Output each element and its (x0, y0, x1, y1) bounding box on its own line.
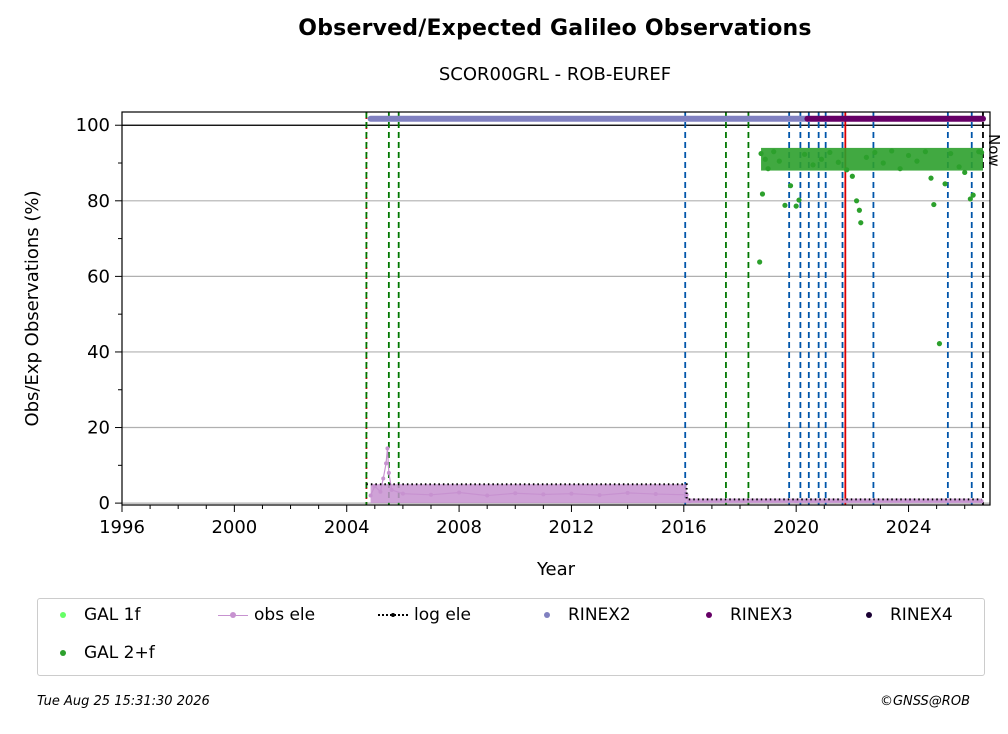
y-tick-label: 60 (87, 266, 110, 287)
x-tick-label: 2008 (436, 517, 482, 538)
legend: GAL 1f GAL 2+f obs ele log ele RINEX2 RI… (37, 598, 985, 676)
y-tick-label: 100 (76, 115, 110, 136)
y-axis-label: Obs/Exp Observations (%) (22, 190, 43, 426)
gal-2f-point (757, 259, 763, 265)
obs-ele-point (457, 490, 462, 495)
gal-2f-point (765, 166, 771, 172)
gal-2f-point (936, 341, 943, 347)
gal-2f-point (922, 149, 928, 155)
x-tick-label: 2024 (886, 517, 932, 538)
gal-2f-point (889, 148, 895, 154)
legend-label: GAL 2+f (84, 643, 155, 663)
footer-copyright: ©GNSS@ROB (879, 694, 970, 709)
obs-ele-point (513, 491, 518, 496)
gal-2f-point (802, 151, 808, 157)
gal-2f-point (818, 156, 825, 162)
gal-2f-point (970, 192, 976, 198)
legend-item-rinex2: RINEX2 (530, 605, 631, 625)
gal-2f-point (931, 201, 937, 208)
legend-label: RINEX3 (730, 605, 793, 625)
obs-ele-point (384, 461, 389, 466)
gal-2f-point (856, 207, 862, 213)
gal-2f-point (796, 197, 802, 203)
obs-ele-point (569, 491, 574, 496)
gal-2f-point (759, 191, 766, 197)
gal-2f-point (942, 181, 948, 187)
now-label: Now (985, 134, 1003, 167)
obs-ele-point (979, 499, 984, 504)
x-tick-label: 2004 (324, 517, 370, 538)
y-tick-label: 20 (87, 418, 110, 439)
obs-ele-point (653, 492, 658, 497)
y-tick-label: 0 (99, 493, 110, 514)
gal-2f-point (978, 149, 985, 156)
axes-frame (121, 111, 991, 506)
obs-ele-point (389, 487, 394, 492)
gal-2f-point (844, 167, 850, 173)
footer-timestamp: Tue Aug 25 15:31:30 2026 (37, 694, 210, 709)
gal-2f-point (849, 173, 855, 179)
gal-2f-point (793, 203, 799, 209)
x-tick-label: 2016 (661, 517, 707, 538)
gal-2f-point (827, 149, 833, 156)
legend-item-rinex3: RINEX3 (692, 605, 793, 625)
obs-ele-point (381, 476, 386, 481)
legend-label: GAL 1f (84, 605, 141, 625)
gal-2f-band (761, 147, 983, 171)
legend-label: RINEX2 (568, 605, 631, 625)
plot-area: 1996 2000 2004 2008 2012 2016 2020 2024 0 20 40 60 8… (22, 111, 1003, 580)
obs-ele-point (485, 493, 490, 498)
legend-item-log-ele: log ele (376, 605, 471, 625)
gal-2f-point (776, 158, 782, 164)
gal-2f-point (962, 169, 968, 176)
obs-ele-point (385, 446, 390, 451)
x-tick-label: 2012 (549, 517, 595, 538)
x-axis-label: Year (536, 559, 576, 580)
x-tick-label: 2000 (211, 517, 257, 538)
obs-ele-point (541, 492, 546, 497)
legend-label: RINEX4 (890, 605, 953, 625)
gal-2f-point (956, 164, 962, 170)
gal-2f-point (835, 159, 841, 165)
gal-2f-point (787, 183, 794, 189)
obs-ele-point (386, 470, 391, 475)
gal-2f-point (762, 156, 768, 162)
obs-ele-point (597, 493, 602, 498)
gal-2f-point (758, 150, 764, 157)
obs-ele-point (400, 491, 405, 496)
legend-item-gal-1f: GAL 1f (46, 605, 140, 625)
legend-item-gal-2f: GAL 2+f (46, 643, 155, 663)
gal-2f-point (810, 162, 816, 168)
gal-2f-point (928, 175, 934, 181)
gal-2f-point (948, 150, 954, 157)
gal-2f-point (858, 220, 864, 226)
legend-label: obs ele (254, 605, 316, 625)
gal-2f-point (872, 149, 878, 156)
legend-item-rinex4: RINEX4 (852, 605, 953, 625)
obs-ele-point (625, 490, 630, 495)
gal-2f-point (897, 166, 903, 172)
gal-2f-point (863, 154, 870, 160)
x-tick-label: 1996 (99, 517, 145, 538)
legend-item-obs-ele: obs ele (216, 605, 315, 625)
chart-subtitle: SCOR00GRL - ROB-EUREF (438, 64, 672, 85)
x-tick-label: 2020 (773, 517, 819, 538)
obs-ele-point (687, 499, 692, 504)
obs-ele-point (428, 492, 433, 497)
gal-2f-point (967, 196, 973, 202)
log-ele-line (366, 483, 982, 501)
gal-2f-point (880, 160, 886, 166)
obs-ele-point (378, 489, 383, 494)
obs-ele-point (368, 493, 373, 498)
legend-label: log ele (414, 605, 471, 625)
y-tick-label: 40 (87, 342, 110, 363)
chart-title: Observed/Expected Galileo Observations (298, 16, 812, 41)
gal-2f-point (853, 198, 860, 204)
y-tick-label: 80 (87, 191, 110, 212)
gal-2f-point (914, 158, 920, 164)
gal-2f-point (905, 152, 912, 159)
gal-2f-point (782, 202, 788, 208)
gal-2f-point (771, 149, 777, 155)
